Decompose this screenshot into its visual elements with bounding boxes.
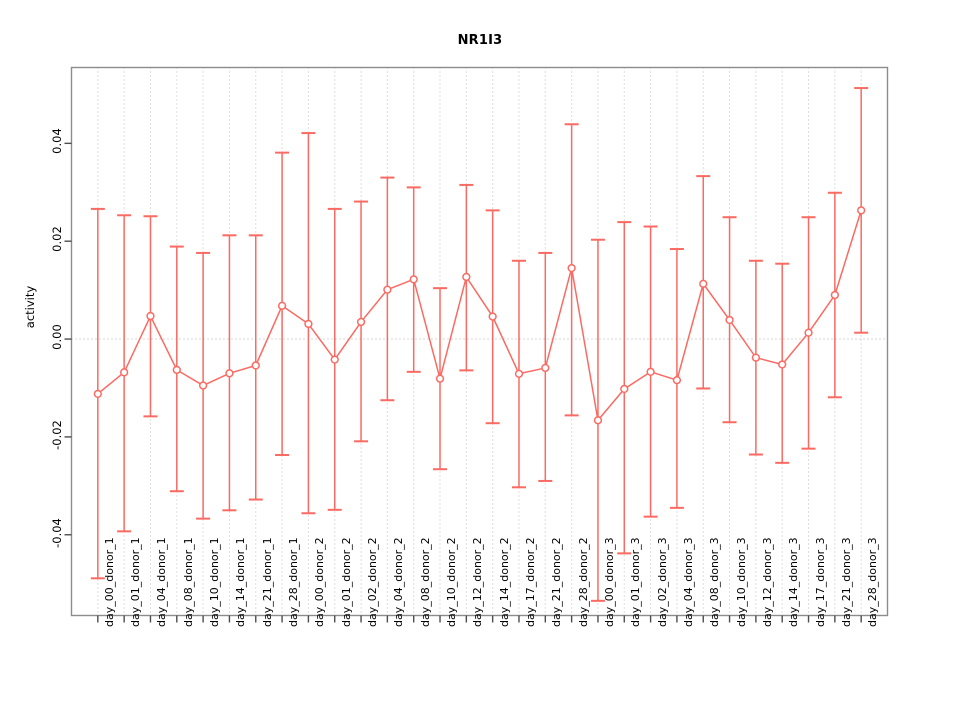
x-tick-label: day_28_donor_1: [287, 536, 301, 627]
y-tick-label: 0.02: [49, 226, 64, 252]
x-tick-label: day_21_donor_1: [260, 536, 274, 627]
x-tick-label: day_00_donor_1: [102, 536, 116, 627]
x-tick-label: day_10_donor_1: [208, 536, 222, 627]
x-tick-label: day_00_donor_2: [313, 536, 327, 627]
x-tick-label: day_12_donor_3: [760, 536, 774, 627]
x-tick-label: day_28_donor_2: [576, 536, 590, 627]
x-tick-label: day_14_donor_2: [497, 536, 511, 627]
x-tick-label: day_08_donor_2: [418, 536, 432, 627]
chart-title: NR1I3: [457, 33, 503, 48]
y-tick-label: -0.04: [49, 517, 64, 548]
x-tick-label: day_01_donor_3: [629, 536, 643, 627]
x-tick-label: day_04_donor_2: [392, 536, 406, 627]
y-tick-label: 0.00: [49, 324, 64, 350]
x-tick-label: day_08_donor_1: [181, 536, 195, 627]
x-tick-label: day_10_donor_3: [734, 536, 748, 627]
x-tick-label: day_12_donor_2: [471, 536, 485, 627]
x-tick-label: day_08_donor_3: [708, 536, 722, 627]
gridlines: [71, 67, 888, 616]
x-tick-label: day_17_donor_3: [813, 536, 827, 627]
x-tick-label: day_04_donor_3: [681, 536, 695, 627]
x-tick-label: day_21_donor_3: [839, 536, 853, 627]
plot-frame: [70, 66, 889, 617]
x-tick-label: day_28_donor_3: [866, 536, 880, 627]
x-tick-label: day_14_donor_1: [234, 536, 248, 627]
x-tick-label: day_04_donor_1: [155, 536, 169, 627]
x-tick-label: day_00_donor_3: [602, 536, 616, 627]
x-tick-label: day_01_donor_2: [339, 536, 353, 627]
x-tick-label: day_01_donor_1: [129, 536, 143, 627]
x-tick-label: day_14_donor_3: [787, 536, 801, 627]
x-tick-label: day_21_donor_2: [550, 536, 564, 627]
x-tick-label: day_02_donor_3: [655, 536, 669, 627]
x-tick-label: day_10_donor_2: [445, 536, 459, 627]
axis-ticks: [64, 142, 862, 623]
y-tick-label: -0.02: [49, 420, 64, 450]
data-series: [90, 87, 869, 602]
x-tick-label: day_02_donor_2: [366, 536, 380, 627]
y-tick-label: 0.04: [49, 128, 64, 155]
x-tick-label: day_17_donor_2: [523, 536, 537, 627]
